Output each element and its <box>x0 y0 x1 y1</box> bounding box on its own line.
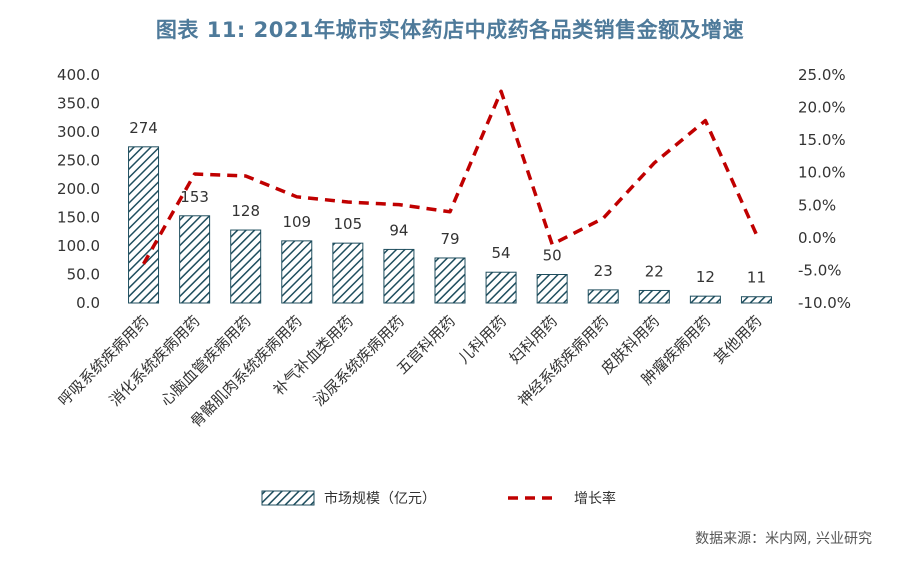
bar <box>587 289 619 304</box>
data-source: 数据来源：米内网, 兴业研究 <box>695 531 872 547</box>
data-label: 22 <box>645 262 664 280</box>
legend-line-label: 增长率 <box>574 490 616 507</box>
category-label: 儿科用药 <box>455 312 510 367</box>
right-tick-label: 15.0% <box>798 131 846 149</box>
bar <box>434 257 466 304</box>
data-label: 153 <box>180 188 209 206</box>
data-label: 11 <box>747 269 766 287</box>
bar <box>536 274 568 304</box>
growth-rate-line <box>142 89 759 265</box>
right-tick-label: -5.0% <box>798 261 842 279</box>
right-tick-label: 5.0% <box>798 196 836 214</box>
data-label: 94 <box>389 221 408 239</box>
left-tick-label: 150.0 <box>57 209 100 227</box>
left-tick-label: 100.0 <box>57 237 100 255</box>
data-label: 109 <box>282 213 311 231</box>
left-tick-label: 0.0 <box>76 294 100 312</box>
left-tick-label: 250.0 <box>57 152 100 170</box>
category-label: 消化系统疾病用药 <box>106 312 204 410</box>
right-tick-label: 0.0% <box>798 229 836 247</box>
bar <box>179 215 211 304</box>
category-label: 泌尿系统疾病用药 <box>310 312 408 410</box>
category-label: 其他用药 <box>710 312 765 367</box>
data-label: 23 <box>594 262 613 280</box>
left-tick-label: 200.0 <box>57 180 100 198</box>
bar <box>230 229 262 304</box>
data-label: 50 <box>543 247 562 265</box>
bar <box>740 296 772 304</box>
category-label: 心脑血管疾病用药 <box>157 312 255 410</box>
right-tick-label: 10.0% <box>798 164 846 182</box>
bar <box>128 146 160 304</box>
bar <box>689 295 721 304</box>
data-label: 105 <box>334 215 363 233</box>
right-tick-label: 25.0% <box>798 66 846 84</box>
legend-bar-label: 市场规模（亿元） <box>324 490 436 507</box>
category-label: 呼吸系统疾病用药 <box>55 312 153 410</box>
bar <box>332 242 364 304</box>
chart-title: 图表 11: 2021年城市实体药店中成药各品类销售金额及增速 <box>155 18 745 42</box>
left-tick-label: 350.0 <box>57 95 100 113</box>
right-tick-label: -10.0% <box>798 294 851 312</box>
left-tick-label: 50.0 <box>67 266 100 284</box>
data-label: 79 <box>440 230 459 248</box>
bar <box>281 240 313 304</box>
right-tick-label: 20.0% <box>798 99 846 117</box>
legend-bar-swatch <box>261 490 315 506</box>
category-label: 神经系统疾病用药 <box>514 312 612 410</box>
left-tick-label: 400.0 <box>57 66 100 84</box>
bar <box>485 271 517 304</box>
bar <box>383 248 415 304</box>
data-label: 54 <box>492 244 511 262</box>
data-label: 128 <box>231 202 260 220</box>
left-tick-label: 300.0 <box>57 123 100 141</box>
data-label: 274 <box>129 119 158 137</box>
data-label: 12 <box>696 268 715 286</box>
bar <box>638 289 670 304</box>
